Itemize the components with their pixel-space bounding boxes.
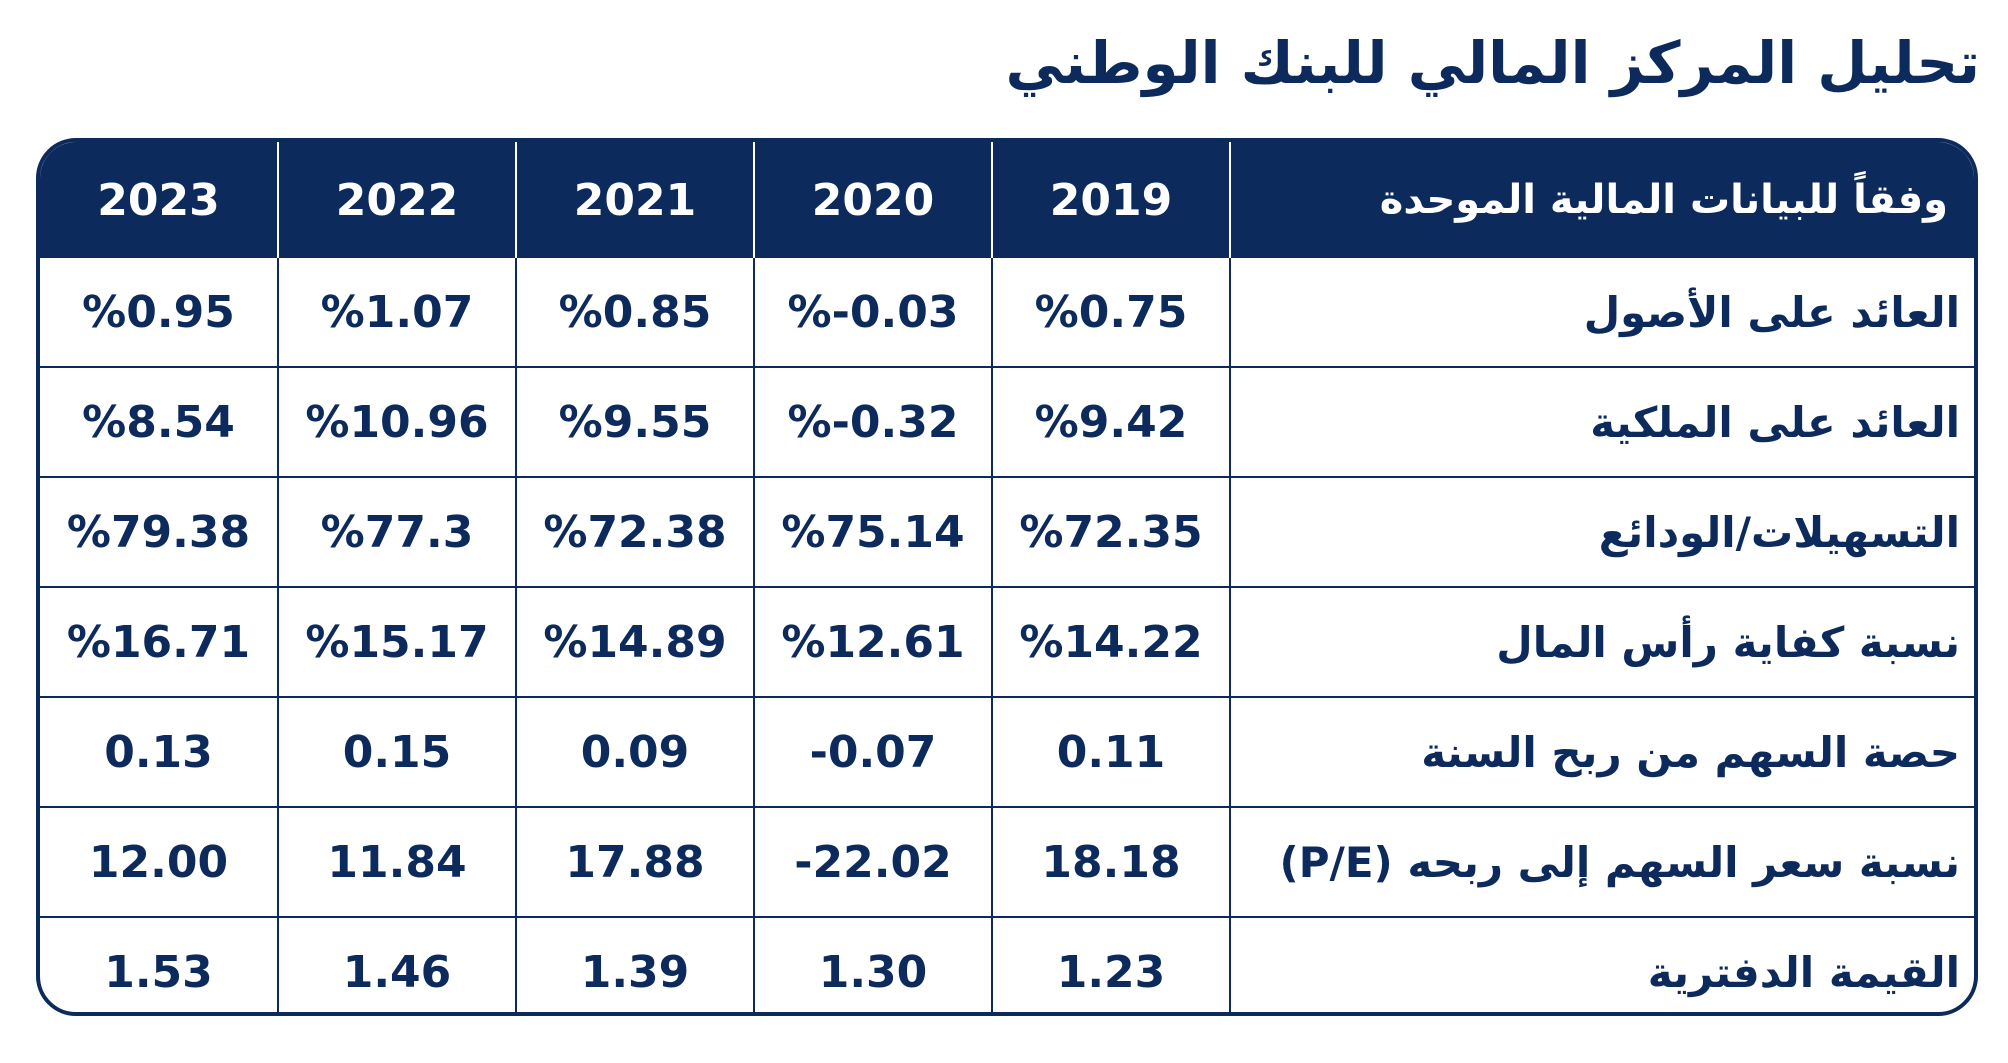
value-cell: %16.71 — [40, 586, 278, 697]
value-cell: 0.11 — [991, 696, 1230, 807]
value-cell: 11.84 — [277, 806, 516, 917]
value-cell: %72.38 — [515, 476, 754, 587]
page-title: تحليل المركز المالي للبنك الوطني — [1005, 29, 1980, 97]
value-cell: -22.02 — [753, 806, 992, 917]
value-cell: %77.3 — [277, 476, 516, 587]
value-cell: %0.85 — [515, 258, 754, 367]
value-cell: %79.38 — [40, 476, 278, 587]
table-row: 0.13 0.15 0.09 -0.07 0.11 حصة السهم من ر… — [40, 696, 1974, 807]
value-cell: %9.42 — [991, 366, 1230, 477]
year-header-2021: 2021 — [515, 142, 754, 258]
financial-analysis-table: 2023 2022 2021 2020 2019 وفقاً للبيانات … — [40, 142, 1974, 1012]
table-row: %16.71 %15.17 %14.89 %12.61 %14.22 نسبة … — [40, 586, 1974, 697]
table-row: 1.53 1.46 1.39 1.30 1.23 القيمة الدفترية — [40, 916, 1974, 1012]
value-cell: %14.89 — [515, 586, 754, 697]
table-header-row: 2023 2022 2021 2020 2019 وفقاً للبيانات … — [40, 142, 1974, 258]
row-label: التسهيلات/الودائع — [1229, 476, 1974, 587]
table-row: %0.95 %1.07 %0.85 %-0.03 %0.75 العائد عل… — [40, 258, 1974, 367]
year-header-2022: 2022 — [277, 142, 516, 258]
value-cell: -0.07 — [753, 696, 992, 807]
table-row: %8.54 %10.96 %9.55 %-0.32 %9.42 العائد ع… — [40, 366, 1974, 477]
value-cell: %75.14 — [753, 476, 992, 587]
value-cell: %12.61 — [753, 586, 992, 697]
value-cell: 1.30 — [753, 916, 992, 1012]
value-cell: %72.35 — [991, 476, 1230, 587]
row-label: حصة السهم من ربح السنة — [1229, 696, 1974, 807]
value-cell: %14.22 — [991, 586, 1230, 697]
table-row: %79.38 %77.3 %72.38 %75.14 %72.35 التسهي… — [40, 476, 1974, 587]
value-cell: %10.96 — [277, 366, 516, 477]
value-cell: %0.95 — [82, 286, 235, 338]
row-label: العائد على الملكية — [1229, 366, 1974, 477]
value-cell: %15.17 — [277, 586, 516, 697]
value-cell: 1.53 — [40, 916, 278, 1012]
value-cell: 1.23 — [991, 916, 1230, 1012]
metric-column-header: وفقاً للبيانات المالية الموحدة — [1229, 142, 1974, 258]
value-cell: %0.75 — [991, 258, 1230, 367]
row-label: العائد على الأصول — [1229, 258, 1974, 367]
year-header-2019: 2019 — [991, 142, 1230, 258]
year-header-2023: 2023 — [40, 142, 278, 258]
value-cell: 1.46 — [277, 916, 516, 1012]
row-label: القيمة الدفترية — [1229, 916, 1974, 1012]
value-cell: %1.07 — [277, 258, 516, 367]
value-cell: 1.39 — [515, 916, 754, 1012]
row-label: نسبة سعر السهم إلى ربحه (P/E) — [1229, 806, 1974, 917]
value-cell: 0.15 — [277, 696, 516, 807]
year-header-2020: 2020 — [753, 142, 992, 258]
row-label: نسبة كفاية رأس المال — [1229, 586, 1974, 697]
value-cell: 17.88 — [515, 806, 754, 917]
value-cell: %9.55 — [515, 366, 754, 477]
value-cell: %-0.32 — [753, 366, 992, 477]
value-cell: 18.18 — [991, 806, 1230, 917]
value-cell: %8.54 — [40, 366, 278, 477]
financial-table-container: 2023 2022 2021 2020 2019 وفقاً للبيانات … — [36, 138, 1978, 1016]
value-cell: 0.09 — [515, 696, 754, 807]
table-row: 12.00 11.84 17.88 -22.02 18.18 نسبة سعر … — [40, 806, 1974, 917]
value-cell: 12.00 — [40, 806, 278, 917]
value-cell: 0.13 — [40, 696, 278, 807]
value-cell: %-0.03 — [753, 258, 992, 367]
